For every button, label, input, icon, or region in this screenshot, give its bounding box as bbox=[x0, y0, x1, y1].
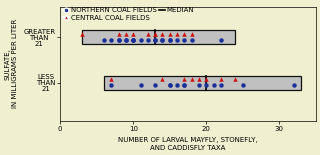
Point bbox=[204, 78, 209, 81]
Point bbox=[131, 38, 136, 41]
Point bbox=[153, 84, 158, 87]
Point bbox=[145, 32, 150, 35]
Point bbox=[101, 38, 107, 41]
Point bbox=[240, 84, 245, 87]
Point bbox=[196, 78, 202, 81]
Point bbox=[116, 32, 121, 35]
Point bbox=[160, 78, 165, 81]
Point bbox=[174, 84, 180, 87]
Point bbox=[160, 32, 165, 35]
Point bbox=[292, 84, 297, 87]
Point bbox=[145, 38, 150, 41]
Point bbox=[211, 84, 216, 87]
Point bbox=[131, 32, 136, 35]
Point bbox=[109, 38, 114, 41]
Point bbox=[167, 38, 172, 41]
Point bbox=[109, 84, 114, 87]
Point bbox=[131, 38, 136, 41]
Point bbox=[124, 32, 129, 35]
Point bbox=[218, 38, 223, 41]
Point bbox=[218, 78, 223, 81]
Point bbox=[204, 84, 209, 87]
Point bbox=[182, 32, 187, 35]
Point bbox=[167, 84, 172, 87]
Point bbox=[160, 38, 165, 41]
Point bbox=[153, 38, 158, 41]
Point bbox=[138, 84, 143, 87]
Point bbox=[138, 38, 143, 41]
Point bbox=[167, 32, 172, 35]
Point bbox=[80, 32, 85, 35]
Point bbox=[131, 38, 136, 41]
Point bbox=[153, 32, 158, 35]
Point bbox=[182, 78, 187, 81]
Point bbox=[218, 84, 223, 87]
Bar bbox=[104, 75, 301, 90]
Point bbox=[189, 78, 194, 81]
Point bbox=[189, 32, 194, 35]
Point bbox=[124, 38, 129, 41]
Point bbox=[116, 38, 121, 41]
Point bbox=[182, 84, 187, 87]
Point bbox=[160, 38, 165, 41]
Point bbox=[124, 38, 129, 41]
Point bbox=[174, 32, 180, 35]
Point bbox=[182, 84, 187, 87]
X-axis label: NUMBER OF LARVAL MAYFLY, STONEFLY,
AND CADDISFLY TAXA: NUMBER OF LARVAL MAYFLY, STONEFLY, AND C… bbox=[118, 137, 258, 151]
Point bbox=[109, 78, 114, 81]
Point bbox=[116, 38, 121, 41]
Point bbox=[167, 38, 172, 41]
Point bbox=[196, 84, 202, 87]
Point bbox=[189, 38, 194, 41]
Point bbox=[153, 38, 158, 41]
Point bbox=[153, 32, 158, 35]
Bar bbox=[82, 30, 236, 44]
Legend: NORTHERN COAL FIELDS, CENTRAL COAL FIELDS, MEDIAN: NORTHERN COAL FIELDS, CENTRAL COAL FIELD… bbox=[60, 4, 197, 24]
Point bbox=[174, 38, 180, 41]
Y-axis label: SULFATE,
IN MILLIGRAMS PER LITER: SULFATE, IN MILLIGRAMS PER LITER bbox=[4, 19, 18, 108]
Point bbox=[233, 78, 238, 81]
Point bbox=[167, 84, 172, 87]
Point bbox=[182, 38, 187, 41]
